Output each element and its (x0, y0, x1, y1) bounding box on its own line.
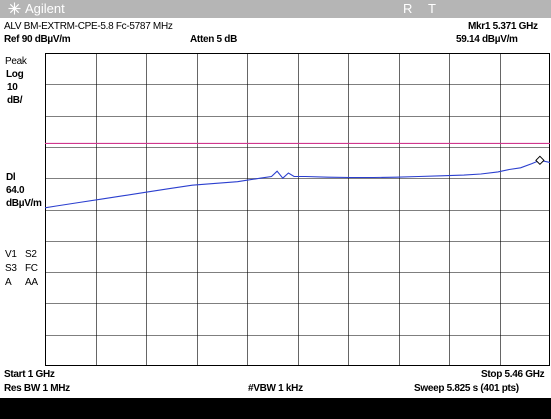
spectrum-plot (44, 53, 551, 366)
reference-level: Ref 90 dBµV/m (4, 34, 71, 45)
start-frequency: Start 1 GHz (4, 369, 55, 380)
display-line-label: Dl (6, 172, 16, 183)
attenuation: Atten 5 dB (190, 34, 238, 45)
stop-frequency: Stop 5.46 GHz (481, 369, 545, 380)
resolution-bandwidth: Res BW 1 MHz (4, 383, 70, 394)
flag-t: T (428, 1, 436, 16)
a-indicator: A (5, 277, 12, 288)
scale-value-label: 10 (7, 82, 18, 93)
display-line-unit: dBµV/m (6, 198, 42, 209)
scale-unit-label: dB/ (7, 95, 23, 106)
display-line-value: 64.0 (6, 185, 25, 196)
video-bandwidth: #VBW 1 kHz (248, 383, 303, 394)
agilent-spark-icon (8, 2, 21, 15)
flag-r: R (403, 1, 413, 16)
brand-logo: Agilent (8, 1, 65, 16)
fc-indicator: FC (25, 263, 38, 274)
spectrum-display (44, 53, 551, 366)
measurement-title: ALV BM-EXTRM-CPE-5.8 Fc-5787 MHz (4, 21, 173, 32)
scale-type-label: Log (6, 69, 24, 80)
aa-indicator: AA (25, 277, 38, 288)
v1-indicator: V1 (5, 249, 17, 260)
marker-1-diamond-icon (535, 155, 545, 166)
grid-border (45, 53, 550, 366)
title-bar: Agilent R T (0, 0, 551, 18)
s3-indicator: S3 (5, 263, 17, 274)
sweep-time: Sweep 5.825 s (401 pts) (414, 383, 519, 394)
s2-indicator: S2 (25, 249, 37, 260)
marker-value: 59.14 dBµV/m (456, 34, 518, 45)
softkey-bar (0, 398, 551, 419)
brand-name: Agilent (25, 1, 65, 16)
spectrum-trace (44, 159, 551, 209)
detector-label: Peak (5, 56, 27, 67)
marker-readout: Mkr1 5.371 GHz (468, 21, 538, 32)
